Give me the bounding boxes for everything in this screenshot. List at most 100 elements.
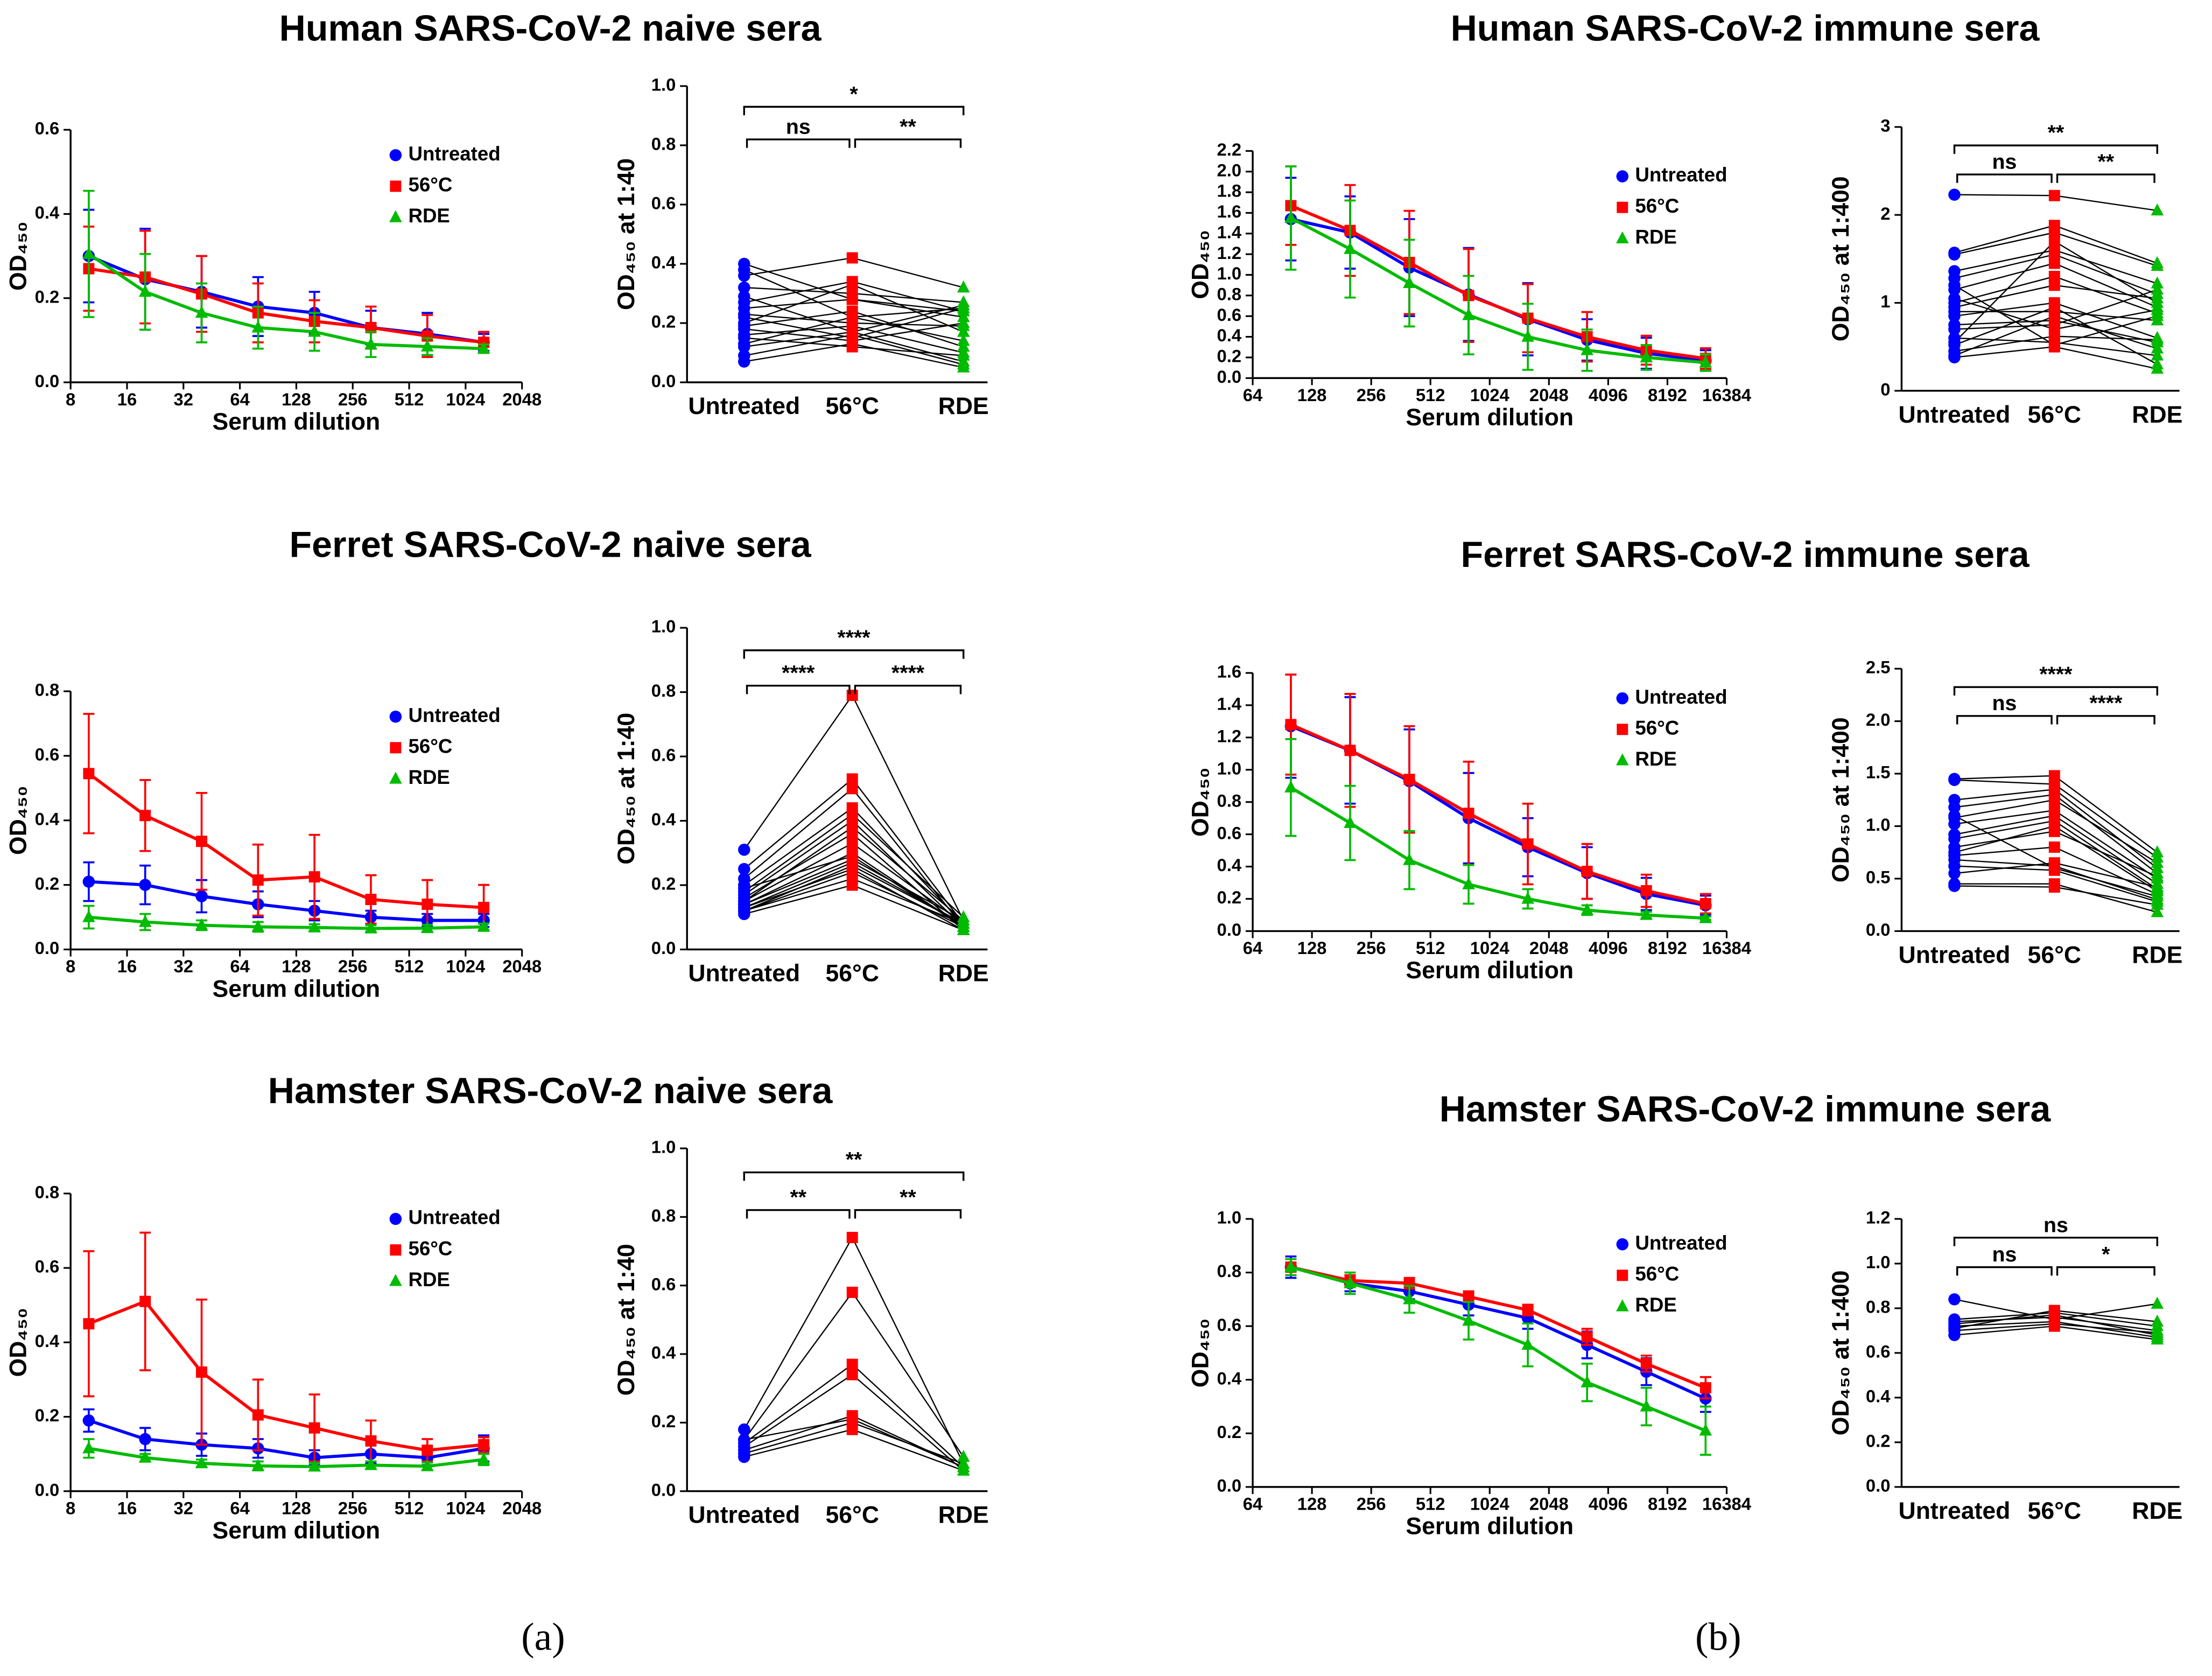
y-tick-label: 0.4	[1217, 1368, 1242, 1388]
marker-square	[1617, 724, 1628, 735]
x-tick-label: 64	[230, 956, 250, 976]
x-tick-label: 32	[174, 956, 193, 976]
significance-label: ****	[2089, 691, 2123, 715]
marker-triangle	[2151, 341, 2164, 354]
marker-square	[2048, 271, 2060, 282]
x-tick-label: 64	[230, 1498, 250, 1518]
y-tick-label: 1.2	[1217, 726, 1242, 746]
x-tick-label: RDE	[938, 1502, 989, 1528]
x-tick-label: 512	[1416, 1494, 1445, 1514]
y-tick-label: 0.4	[651, 1343, 676, 1363]
marker-square	[1522, 838, 1534, 850]
significance-label: **	[2098, 150, 2115, 173]
marker-circle	[139, 879, 151, 891]
significance-label: ns	[1992, 1243, 2017, 1266]
marker-square	[846, 252, 858, 264]
y-tick-label: 1.8	[1217, 181, 1242, 201]
marker-triangle	[957, 315, 970, 328]
marker-triangle	[1403, 1292, 1416, 1305]
marker-triangle	[420, 1459, 434, 1471]
marker-square	[83, 1318, 95, 1330]
significance-label: *	[2102, 1243, 2110, 1266]
y-tick-label: 0.4	[1866, 1386, 1891, 1406]
x-tick-label: 56°C	[825, 960, 879, 986]
marker-triangle	[1462, 877, 1475, 889]
marker-square	[390, 180, 402, 192]
x-tick-label: 512	[395, 389, 424, 409]
marker-triangle	[957, 1449, 970, 1462]
series-line	[88, 1299, 484, 1452]
marker-circle	[738, 1433, 750, 1446]
marker-triangle	[1344, 242, 1357, 254]
y-tick-label: 0.8	[1217, 284, 1242, 304]
y-axis-label: OD₄₅₀	[5, 221, 32, 291]
marker-triangle	[1640, 350, 1653, 363]
significance-label: ****	[891, 661, 925, 685]
marker-triangle	[389, 210, 402, 222]
marker-circle	[738, 281, 750, 294]
y-tick-label: 0.8	[651, 681, 676, 700]
marker-circle	[1948, 818, 1961, 830]
marker-triangle	[251, 920, 265, 932]
series-line	[88, 1447, 484, 1469]
x-axis-label: Serum dilution	[1406, 957, 1574, 984]
significance-bracket	[743, 1171, 965, 1181]
y-tick-label: 0.4	[651, 809, 676, 829]
x-tick-label: 64	[1243, 385, 1263, 405]
marker-triangle	[138, 915, 152, 927]
x-tick-label: 56°C	[2028, 942, 2082, 968]
y-tick-label: 1.0	[651, 74, 676, 94]
marker-triangle	[195, 306, 208, 318]
marker-square	[846, 1358, 858, 1370]
y-tick-label: 3	[1880, 115, 1890, 135]
marker-triangle	[389, 1274, 402, 1286]
marker-triangle	[1699, 355, 1712, 368]
series-line	[88, 267, 484, 344]
significance-bracket	[746, 684, 851, 695]
marker-square	[846, 860, 858, 872]
marker-square	[2048, 301, 2060, 313]
significance-bracket	[1953, 686, 2159, 696]
y-tick-label: 1	[1880, 291, 1890, 311]
series-line	[1290, 1265, 1707, 1432]
marker-triangle	[1403, 853, 1416, 865]
marker-triangle	[251, 320, 265, 333]
marker-square	[2048, 1305, 2060, 1316]
y-tick-label: 0.0	[35, 1479, 60, 1499]
legend-label: RDE	[408, 1268, 450, 1291]
marker-square	[390, 1244, 402, 1256]
subject-line	[743, 884, 964, 931]
x-tick-label: 1024	[446, 1498, 486, 1518]
y-tick-label: 0	[1880, 379, 1890, 399]
x-tick-label: RDE	[938, 393, 989, 419]
y-axis-label: OD₄₅₀ at 1:400	[1828, 1271, 1854, 1436]
x-tick-label: 512	[395, 1498, 424, 1518]
marker-square	[846, 850, 858, 862]
marker-triangle	[1344, 1276, 1357, 1288]
significance-label: **	[2048, 121, 2064, 145]
marker-square	[1344, 745, 1356, 756]
marker-square	[2048, 227, 2060, 239]
marker-square	[1617, 201, 1628, 213]
marker-circle	[82, 1414, 95, 1427]
marker-circle	[1948, 310, 1961, 322]
legend-label: Untreated	[1635, 164, 1727, 186]
marker-triangle	[364, 1458, 377, 1470]
marker-triangle	[1616, 753, 1629, 766]
marker-square	[846, 1369, 858, 1380]
marker-circle	[738, 1423, 750, 1436]
panel-label: (a)	[521, 1615, 565, 1658]
marker-triangle	[2151, 855, 2164, 868]
y-tick-label: 0.0	[35, 371, 60, 391]
marker-square	[2048, 1320, 2060, 1332]
significance-label: ****	[2039, 663, 2073, 686]
y-tick-label: 0.0	[1217, 1476, 1242, 1496]
marker-square	[2048, 862, 2060, 874]
x-tick-label: 128	[282, 1498, 311, 1518]
x-tick-label: 2048	[502, 389, 542, 409]
y-axis-label: OD₄₅₀	[1187, 767, 1213, 837]
x-tick-label: 56°C	[825, 393, 879, 419]
series-line	[88, 772, 484, 909]
marker-triangle	[82, 910, 95, 922]
marker-square	[846, 1423, 858, 1435]
